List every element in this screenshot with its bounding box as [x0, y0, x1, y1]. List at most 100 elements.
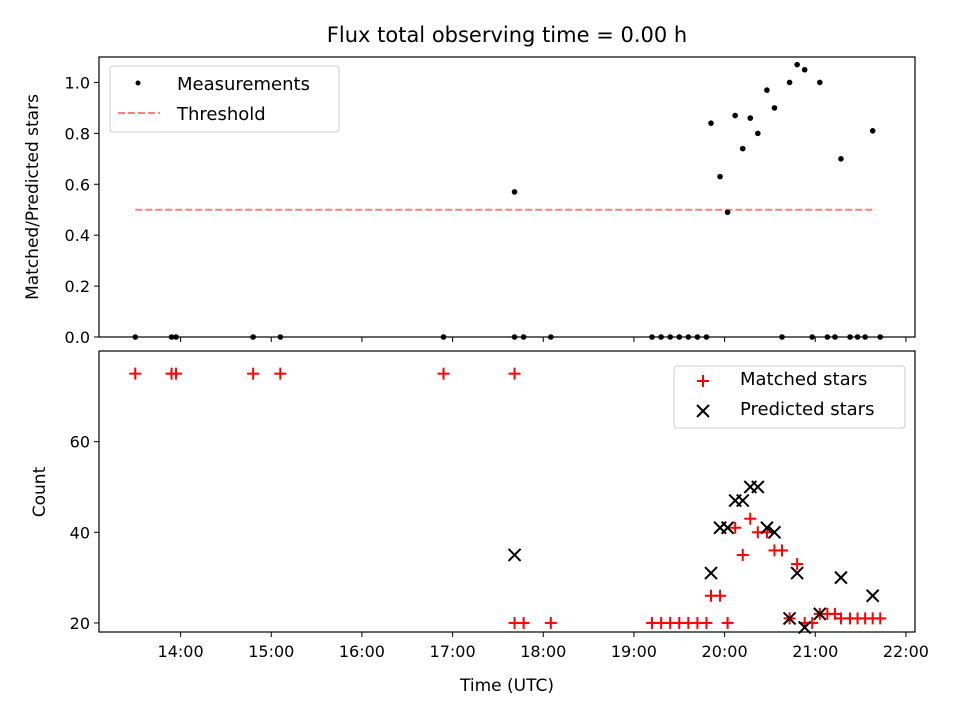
- matched-star-point: [744, 512, 757, 525]
- y-tick-label: 20: [70, 614, 90, 633]
- predicted-x-b: [767, 525, 782, 539]
- matched-star-point: [247, 367, 260, 380]
- x-tick-label: 21:00: [792, 642, 838, 661]
- count-legend: Matched stars Predicted stars: [673, 365, 906, 429]
- predicted-star-point: [834, 570, 848, 585]
- legend-swatch-predicted: [696, 404, 710, 418]
- predicted-x-b: [736, 493, 750, 508]
- measurement-point: [801, 66, 808, 73]
- matched-star-point: [729, 521, 742, 534]
- y-tick-label: 0.2: [65, 277, 90, 296]
- x-tick-label: 20:00: [702, 642, 748, 661]
- measurement-point: [755, 130, 761, 137]
- y-tick-label: 0.0: [65, 328, 90, 347]
- ratio-axes: 0.0 0.2 0.4 0.6 0.8 1.0: [65, 56, 916, 347]
- predicted-star-point: [782, 611, 797, 626]
- predicted-star-point: [865, 589, 880, 603]
- measurement-point: [794, 61, 800, 68]
- y-tick-label: 1.0: [65, 73, 90, 92]
- measurement-point: [817, 79, 823, 86]
- count-panel: Count Time (UTC) 20 40 60 14:00 15:00 16:00 17…: [30, 350, 929, 696]
- matched-star-point: [129, 367, 142, 380]
- matched-star-point: [517, 616, 530, 629]
- y-tick-label: 0.8: [65, 124, 90, 143]
- measurement-point: [747, 115, 754, 121]
- matched-star-point: [874, 612, 887, 625]
- predicted-x-b: [720, 521, 735, 535]
- matched-star-point: [437, 367, 450, 380]
- ratio-marks: [132, 61, 884, 340]
- measurement-point: [771, 105, 778, 111]
- predicted-star-point: [790, 566, 804, 580]
- matched-star-point: [544, 616, 557, 629]
- measurement-point: [739, 145, 746, 152]
- axes-frame: [98, 350, 916, 633]
- legend-swatch-measurements: [135, 80, 141, 86]
- predicted-x-b: [507, 548, 522, 562]
- x-tick-label: 15:00: [248, 642, 294, 661]
- x-tick-label: 17:00: [430, 642, 476, 661]
- matched-star-point: [828, 607, 841, 620]
- predicted-x-b: [813, 607, 827, 621]
- predicted-x-b: [751, 480, 765, 494]
- ratio-panel: Flux total observing time = 0.00 h Match…: [23, 23, 916, 347]
- count-axes: 20 40 60 14:00 15:00 16:00 17:00 18:00 19:00 20:0…: [70, 350, 929, 661]
- y-tick-label: 40: [70, 523, 90, 542]
- axes-frame: [98, 56, 916, 338]
- legend-box: [673, 365, 906, 429]
- count-marks: [129, 367, 887, 635]
- x-axis-label: Time (UTC): [459, 676, 554, 696]
- matched-star-point: [791, 558, 804, 571]
- matched-star-point: [700, 616, 713, 629]
- legend-label-predicted: Predicted stars: [740, 399, 874, 420]
- measurement-point: [869, 128, 876, 134]
- y-tick-label: 60: [70, 433, 90, 452]
- y-axis-label: Count: [30, 466, 50, 517]
- x-tick-label: 18:00: [520, 642, 566, 661]
- predicted-star-point: [751, 480, 765, 494]
- ratio-legend: Measurements Threshold: [109, 65, 340, 133]
- measurement-point: [838, 156, 844, 162]
- matched-star-point: [714, 589, 727, 602]
- measurement-point: [764, 87, 770, 93]
- matched-star-point: [508, 367, 521, 380]
- matched-star-point: [170, 367, 183, 380]
- y-tick-label: 0.4: [65, 226, 90, 245]
- matched-star-point: [274, 367, 287, 380]
- measurement-point: [708, 120, 714, 126]
- predicted-x-b: [704, 566, 718, 580]
- measurement-point: [786, 79, 793, 86]
- measurement-point: [511, 189, 518, 195]
- predicted-x-b: [834, 570, 848, 585]
- x-tick-label: 16:00: [339, 642, 385, 661]
- predicted-x-b: [865, 589, 880, 603]
- legend-swatch-matched: [697, 375, 709, 387]
- y-axis-label: Matched/Predicted stars: [23, 94, 43, 300]
- predicted-x-b: [790, 566, 804, 580]
- matched-star-point: [736, 548, 749, 561]
- legend-box: [109, 65, 340, 133]
- y-tick-label: 0.6: [65, 175, 90, 194]
- legend-label-measurements: Measurements: [177, 74, 310, 95]
- matched-star-point: [721, 616, 734, 629]
- chart-title: Flux total observing time = 0.00 h: [327, 23, 687, 47]
- predicted-star-point: [704, 566, 718, 580]
- predicted-star-point: [767, 525, 782, 539]
- x-tick-label: 14:00: [158, 642, 204, 661]
- predicted-star-point: [813, 607, 827, 621]
- predicted-x-b: [782, 611, 797, 626]
- predicted-star-point: [507, 548, 522, 562]
- legend-label-threshold: Threshold: [176, 104, 266, 125]
- predicted-star-point: [736, 493, 750, 508]
- predicted-star-point: [720, 521, 735, 535]
- measurement-point: [717, 173, 723, 180]
- legend-label-matched: Matched stars: [740, 369, 867, 390]
- matched-star-point: [776, 544, 789, 557]
- predicted-x-b: [760, 521, 774, 535]
- measurement-point: [732, 112, 738, 119]
- measurement-point: [724, 209, 731, 216]
- x-tick-label: 19:00: [611, 642, 657, 661]
- predicted-star-point: [760, 521, 774, 535]
- x-tick-label: 22:00: [883, 642, 929, 661]
